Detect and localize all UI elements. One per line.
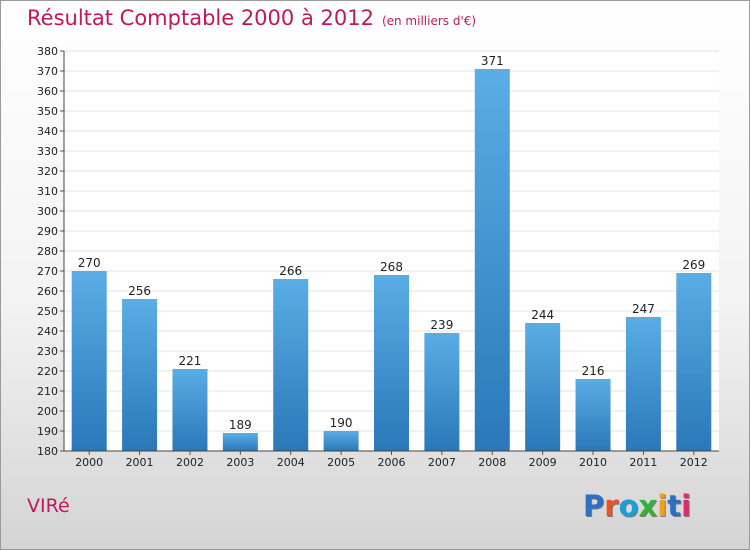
y-tick-label: 200 [37,405,58,418]
data-label-2002: 221 [179,354,202,368]
x-tick-label-2009: 2009 [529,456,557,469]
data-label-2006: 268 [380,260,403,274]
bar-2010 [575,379,611,451]
x-tick-label-2003: 2003 [226,456,254,469]
proxiti-logo: Proxiti [583,489,691,523]
data-label-2001: 256 [128,284,151,298]
logo-letter: x [638,489,658,523]
bar-2002 [172,369,208,451]
data-label-2000: 270 [78,256,101,270]
x-tick-label-2006: 2006 [378,456,406,469]
y-tick-label: 280 [37,245,58,258]
logo-letter: o [618,489,639,523]
y-tick-label: 380 [37,45,58,58]
logo-letter: i [681,489,692,523]
data-label-2012: 269 [682,258,705,272]
town-name: VIRé [27,495,70,517]
chart-title: Résultat Comptable 2000 à 2012 (en millie… [27,6,476,30]
y-tick-label: 310 [37,185,58,198]
data-label-2010: 216 [582,364,605,378]
logo-letter: P [583,489,605,523]
y-tick-label: 360 [37,85,58,98]
y-tick-label: 320 [37,165,58,178]
bar-2012 [676,273,712,451]
x-tick-label-2004: 2004 [277,456,305,469]
x-tick-label-2002: 2002 [176,456,204,469]
chart-subtitle: (en milliers d'€) [381,14,477,28]
x-tick-label-2007: 2007 [428,456,456,469]
y-tick-label: 290 [37,225,58,238]
x-tick-label-2005: 2005 [327,456,355,469]
bar-2008 [474,69,510,451]
y-tick-label: 270 [37,265,58,278]
data-label-2003: 189 [229,418,252,432]
y-tick-label: 340 [37,125,58,138]
bar-2006 [374,275,409,451]
y-tick-label: 260 [37,285,58,298]
bar-2000 [71,271,107,451]
x-tick-label-2012: 2012 [680,456,708,469]
y-tick-label: 220 [37,365,58,378]
data-label-2004: 266 [279,264,302,278]
data-label-2008: 371 [481,54,504,68]
logo-letter: t [667,489,682,523]
y-tick-label: 180 [37,445,58,458]
data-label-2007: 239 [430,318,453,332]
y-tick-label: 330 [37,145,58,158]
logo-letter: r [604,489,619,523]
data-label-2011: 247 [632,302,655,316]
data-label-2005: 190 [330,416,353,430]
bar-2009 [525,323,561,451]
bar-2005 [323,431,359,451]
y-tick-label: 370 [37,65,58,78]
bar-2004 [273,279,309,451]
y-tick-label: 190 [37,425,58,438]
x-tick-label-2010: 2010 [579,456,607,469]
y-tick-label: 230 [37,345,58,358]
bar-2003 [222,433,258,451]
y-tick-label: 250 [37,305,58,318]
x-tick-label-2008: 2008 [478,456,506,469]
logo-letter: i [657,489,668,523]
x-tick-label-2001: 2001 [126,456,154,469]
y-tick-label: 350 [37,105,58,118]
bar-2001 [122,299,158,451]
data-label-2009: 244 [531,308,554,322]
x-tick-label-2000: 2000 [75,456,103,469]
bar-2007 [424,333,460,451]
y-tick-label: 240 [37,325,58,338]
y-tick-label: 300 [37,205,58,218]
chart-title-text: Résultat Comptable 2000 à 2012 [27,6,374,30]
x-tick-label-2011: 2011 [629,456,657,469]
y-tick-label: 210 [37,385,58,398]
bar-2011 [625,317,661,451]
